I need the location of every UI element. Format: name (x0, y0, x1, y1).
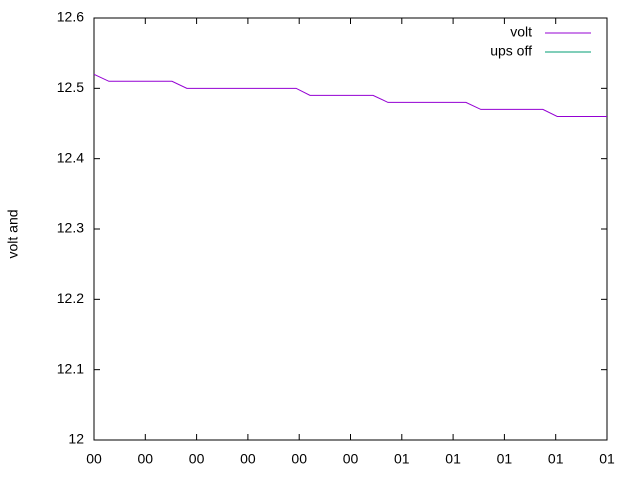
legend-label: volt (510, 24, 532, 40)
x-tick-label: 00 (343, 451, 359, 467)
x-tick-label: 00 (86, 451, 102, 467)
y-tick-label: 12 (68, 431, 84, 447)
y-tick-label: 12.3 (57, 220, 84, 236)
y-tick-label: 12.4 (57, 149, 84, 165)
x-tick-label: 01 (497, 451, 513, 467)
x-tick-label: 00 (189, 451, 205, 467)
y-axis-label: volt and (5, 209, 21, 258)
x-tick-label: 00 (138, 451, 154, 467)
data-line (93, 73, 607, 117)
y-tick-label: 12.6 (57, 9, 84, 25)
y-tick-label: 12.2 (57, 290, 84, 306)
x-tick-label: 00 (291, 451, 307, 467)
x-tick-label: 01 (599, 451, 615, 467)
x-tick-label: 01 (548, 451, 564, 467)
x-tick-label: 01 (394, 451, 410, 467)
y-tick-label: 12.1 (57, 360, 84, 376)
x-tick-label: 00 (240, 451, 256, 467)
x-tick-label: 01 (445, 451, 461, 467)
y-tick-label: 12.5 (57, 79, 84, 95)
legend-label: ups off (490, 43, 532, 59)
